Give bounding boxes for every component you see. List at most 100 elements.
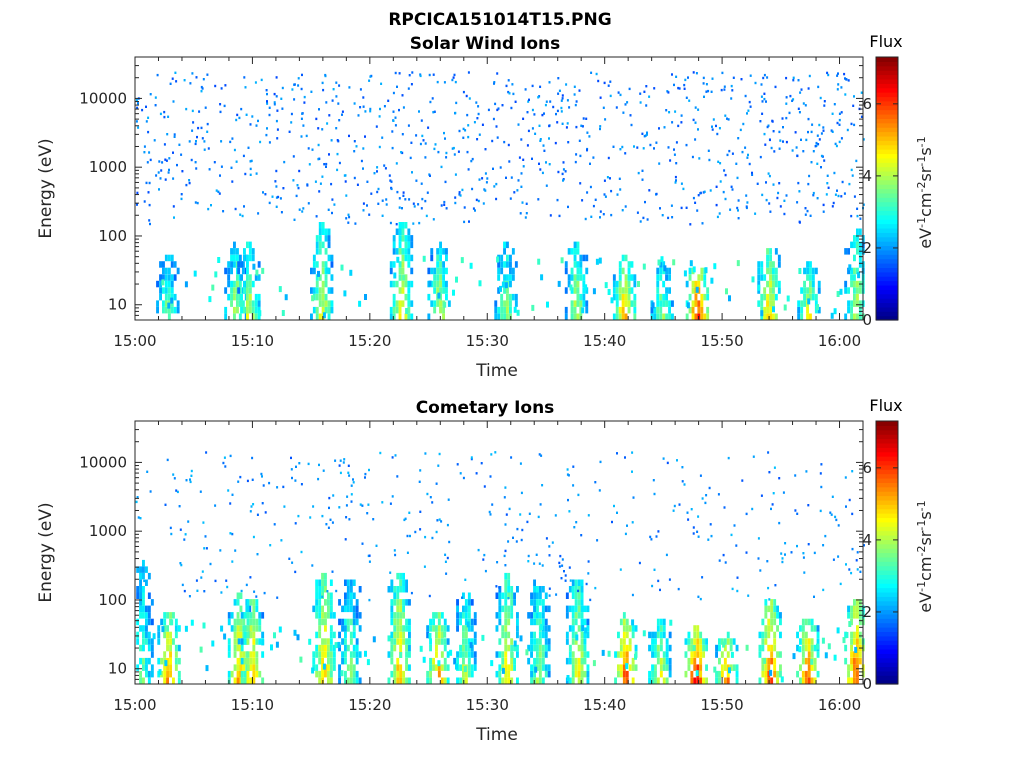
spectrogram-cell	[497, 261, 501, 268]
spectrogram-cell	[501, 625, 505, 632]
scatter-point	[183, 79, 186, 82]
spectrogram-cell	[401, 228, 405, 235]
spectrogram-cell	[163, 664, 167, 671]
spectrogram-cell	[248, 254, 252, 262]
scatter-point	[544, 103, 547, 107]
scatter-point	[657, 579, 660, 583]
scatter-point	[526, 520, 529, 524]
spectrogram-cell	[164, 287, 168, 294]
scatter-point	[838, 112, 841, 115]
spectrogram-cell	[338, 644, 341, 652]
spectrogram-cell	[327, 638, 330, 645]
spectrogram-cell	[544, 625, 548, 632]
spectrogram-cell	[773, 664, 777, 671]
scatter-point	[465, 94, 468, 98]
scatter-point	[487, 108, 490, 112]
spectrogram-cell	[662, 677, 666, 684]
spectrogram-cell	[858, 638, 862, 645]
spectrogram-cell	[672, 259, 676, 266]
scatter-point	[851, 547, 854, 551]
spectrogram-cell	[233, 651, 237, 658]
spectrogram-cell	[570, 313, 574, 320]
scatter-point	[785, 116, 788, 120]
scatter-point	[541, 484, 544, 487]
scatter-point	[541, 171, 544, 175]
spectrogram-cell	[169, 638, 172, 645]
colorbar-step	[876, 469, 898, 475]
spectrogram-cell	[349, 605, 353, 613]
spectrogram-cell	[573, 306, 577, 314]
spectrogram-cell	[321, 572, 324, 580]
spectrogram-cell	[668, 313, 671, 320]
spectrogram-cell	[443, 638, 447, 645]
spectrogram-cell	[619, 618, 623, 626]
spectrogram-cell	[856, 625, 859, 632]
spectrogram-cell	[254, 306, 258, 314]
spectrogram-cell	[858, 228, 862, 235]
spectrogram-cell	[393, 612, 397, 619]
spectrogram-cell	[404, 254, 408, 262]
spectrogram-cell	[651, 651, 654, 658]
spectrogram-cell	[248, 248, 252, 255]
scatter-point	[683, 83, 686, 87]
spectrogram-cell	[501, 657, 505, 665]
scatter-point	[195, 579, 198, 582]
spectrogram-cell	[145, 566, 148, 573]
spectrogram-cells	[135, 71, 865, 320]
scatter-point	[512, 92, 515, 96]
scatter-point	[607, 156, 610, 160]
scatter-point	[838, 140, 841, 144]
spectrogram-cell	[625, 631, 629, 639]
scatter-point	[557, 170, 560, 174]
spectrogram-cell	[571, 579, 575, 586]
spectrogram-cell	[293, 629, 297, 636]
spectrogram-cell	[401, 267, 405, 275]
scatter-point	[756, 182, 759, 185]
spectrogram-cell	[332, 651, 336, 658]
spectrogram-cell	[312, 261, 316, 268]
scatter-point	[347, 464, 350, 467]
spectrogram-cell	[248, 287, 252, 294]
spectrogram-cell	[715, 670, 718, 678]
spectrogram-cell	[630, 261, 634, 268]
spectrogram-cell	[814, 306, 818, 314]
scatter-point	[617, 91, 620, 94]
spectrogram-cell	[663, 265, 667, 272]
scatter-point	[705, 83, 708, 86]
spectrogram-cell	[211, 640, 215, 647]
spectrogram-cell	[324, 612, 327, 619]
scatter-point	[541, 564, 544, 567]
spectrogram-cell	[435, 625, 438, 632]
spectrogram-cell	[842, 637, 846, 644]
spectrogram-cell	[390, 638, 394, 645]
spectrogram-cell	[858, 618, 862, 626]
colorbar-step	[876, 170, 898, 176]
spectrogram-cell	[393, 664, 397, 671]
scatter-point	[261, 475, 263, 478]
colorbar-step	[876, 74, 898, 80]
spectrogram-cell	[544, 592, 548, 599]
spectrogram-cell	[571, 605, 575, 613]
spectrogram-cell	[456, 605, 459, 613]
spectrogram-cell	[443, 657, 447, 665]
scatter-point	[317, 143, 320, 147]
spectrogram-cell	[366, 659, 370, 666]
spectrogram-cell	[312, 306, 316, 314]
spectrogram-cell	[246, 261, 249, 268]
scatter-point	[361, 542, 364, 545]
spectrogram-cell	[628, 664, 632, 671]
spectrogram-cell	[617, 651, 620, 658]
spectrogram-cell	[318, 612, 322, 619]
spectrogram-cell	[284, 294, 288, 301]
spectrogram-cell	[470, 651, 474, 658]
spectrogram-cell	[816, 304, 819, 311]
scatter-point	[348, 474, 351, 477]
spectrogram-cell	[513, 664, 516, 671]
spectrogram-cell	[252, 599, 256, 606]
spectrogram-cell	[440, 651, 444, 658]
spectrogram-cell	[251, 254, 255, 262]
spectrogram-cell	[390, 586, 394, 593]
spectrogram-cell	[612, 287, 616, 294]
scatter-point	[791, 149, 794, 152]
scatter-point	[472, 207, 475, 210]
